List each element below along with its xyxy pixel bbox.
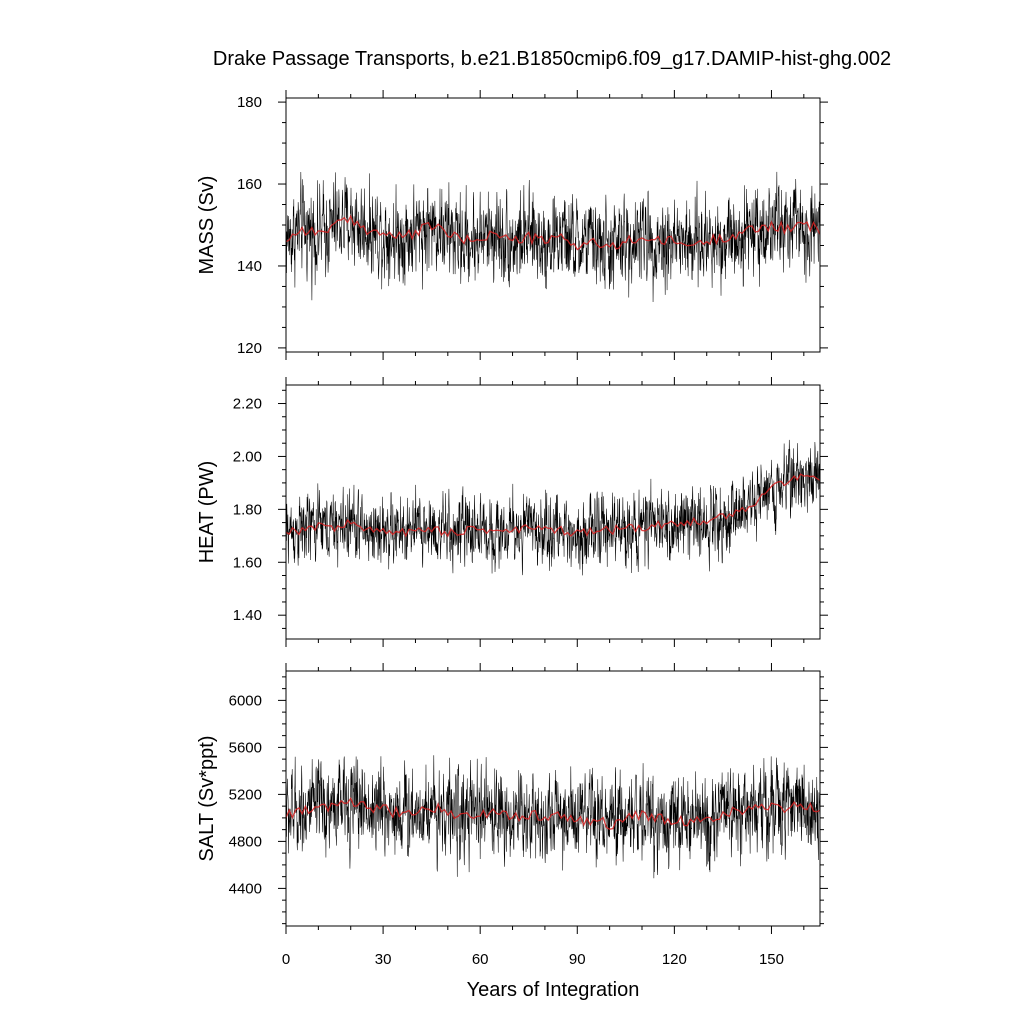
chart-title: Drake Passage Transports, b.e21.B1850cmi… <box>213 48 891 70</box>
heat-y-tick-label: 2.00 <box>233 448 262 465</box>
mass-y-tick-label: 140 <box>237 258 262 275</box>
panel-mass: 120 140 160 180 MASS (Sv) <box>196 90 828 360</box>
salt-y-tick-label: 5600 <box>229 739 262 756</box>
heat-plot-frame <box>285 384 821 640</box>
x-tick-label: 0 <box>282 951 290 968</box>
salt-plot-frame <box>285 670 821 927</box>
panel-heat: 1.40 1.60 1.80 2.00 2.20 HEAT (PW) <box>196 377 828 647</box>
x-tick-label: 90 <box>569 951 586 968</box>
mass-y-tick-label: 180 <box>237 94 262 111</box>
heat-y-axis-label: HEAT (PW) <box>196 461 218 564</box>
panels: 120 140 160 180 MASS (Sv) 1.40 1.60 1.80 2.00 2.2… <box>196 90 828 968</box>
salt-monthly-series <box>286 755 820 879</box>
x-tick-label: 30 <box>375 951 392 968</box>
heat-y-tick-label: 1.60 <box>233 554 262 571</box>
mass-y-axis-label: MASS (Sv) <box>196 176 218 275</box>
heat-monthly-series <box>286 439 820 576</box>
salt-annual-mean-series <box>286 796 820 830</box>
salt-y-tick-label: 4400 <box>229 880 262 897</box>
mass-monthly-series <box>286 171 820 302</box>
x-tick-label: 120 <box>662 951 687 968</box>
x-axis-label: Years of Integration <box>467 979 640 1001</box>
salt-y-tick-label: 4800 <box>229 833 262 850</box>
x-tick-label: 150 <box>759 951 784 968</box>
salt-y-tick-label: 6000 <box>229 692 262 709</box>
salt-y-axis-label: SALT (Sv*ppt) <box>196 736 218 862</box>
heat-annual-mean-series <box>286 473 820 538</box>
heat-y-tick-label: 2.20 <box>233 396 262 413</box>
salt-y-tick-label: 5200 <box>229 786 262 803</box>
heat-y-tick-label: 1.80 <box>233 501 262 518</box>
mass-annual-mean-series <box>286 214 820 251</box>
mass-y-tick-label: 120 <box>237 340 262 357</box>
heat-y-tick-label: 1.40 <box>233 607 262 624</box>
panel-salt: 4400 4800 5200 5600 6000 SALT (Sv*ppt) <box>196 663 828 934</box>
mass-y-tick-label: 160 <box>237 176 262 193</box>
x-tick-label: 60 <box>472 951 489 968</box>
